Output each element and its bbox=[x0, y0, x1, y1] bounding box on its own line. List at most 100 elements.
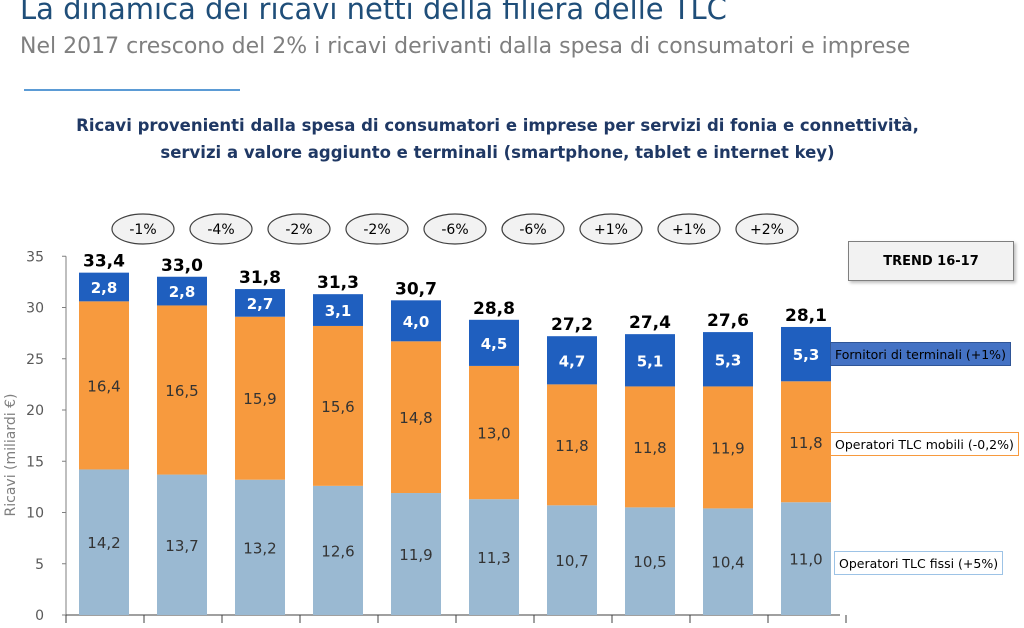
bar-value-label-mobili: 13,0 bbox=[477, 425, 510, 443]
growth-ellipse bbox=[735, 213, 799, 245]
growth-label: -1% bbox=[129, 222, 156, 238]
bar-value-label-mobili: 14,8 bbox=[399, 409, 432, 427]
bar-value-label-terminali: 2,7 bbox=[247, 295, 274, 313]
bar-segment-mobili bbox=[391, 341, 441, 494]
bar-total-label: 33,0 bbox=[161, 256, 203, 276]
legend-fissi: Operatori TLC fissi (+5%) bbox=[834, 551, 1004, 575]
legend-mobili: Operatori TLC mobili (-0,2%) bbox=[830, 432, 1019, 456]
bar-value-label-terminali: 5,3 bbox=[793, 346, 820, 364]
bar-value-label-fissi: 11,0 bbox=[789, 551, 822, 569]
bar-total-label: 31,8 bbox=[239, 268, 281, 288]
bar-segment-fissi bbox=[625, 507, 675, 615]
growth-ellipse bbox=[267, 213, 331, 245]
bar-value-label-mobili: 11,8 bbox=[633, 439, 666, 457]
bar-segment-terminali bbox=[625, 334, 675, 387]
y-tick-label: 25 bbox=[26, 352, 44, 368]
bar-total-label: 30,7 bbox=[395, 279, 437, 299]
y-tick-label: 0 bbox=[35, 608, 44, 624]
y-tick-label: 30 bbox=[26, 301, 44, 317]
growth-label: -2% bbox=[285, 222, 312, 238]
growth-ellipse bbox=[111, 213, 175, 245]
growth-label: +1% bbox=[594, 222, 628, 238]
bar-segment-fissi bbox=[547, 505, 597, 615]
bar-segment-fissi bbox=[313, 485, 363, 615]
y-tick-label: 35 bbox=[26, 249, 44, 265]
bar-value-label-mobili: 15,9 bbox=[243, 390, 276, 408]
bar-segment-fissi bbox=[79, 469, 129, 615]
bar-segment-fissi bbox=[157, 474, 207, 615]
bar-value-label-mobili: 16,5 bbox=[165, 382, 198, 400]
bar-segment-terminali bbox=[157, 276, 207, 306]
bar-total-label: 27,4 bbox=[629, 313, 671, 333]
bar-value-label-terminali: 2,8 bbox=[91, 279, 118, 297]
bar-value-label-terminali: 4,5 bbox=[481, 335, 508, 353]
bar-value-label-fissi: 11,9 bbox=[399, 546, 432, 564]
growth-label: +1% bbox=[672, 222, 706, 238]
bar-value-label-mobili: 16,4 bbox=[87, 377, 120, 395]
legend-terminali: Fornitori di terminali (+1%) bbox=[830, 342, 1011, 366]
bar-value-label-terminali: 2,8 bbox=[169, 283, 196, 301]
bar-value-label-fissi: 11,3 bbox=[477, 549, 510, 567]
chart-title-line-1: Ricavi provenienti dalla spesa di consum… bbox=[76, 116, 919, 135]
bar-value-label-terminali: 4,7 bbox=[559, 352, 586, 370]
y-tick-label: 5 bbox=[35, 557, 44, 573]
bar-segment-fissi bbox=[781, 502, 831, 615]
bar-total-label: 33,4 bbox=[83, 252, 125, 272]
bar-value-label-terminali: 5,3 bbox=[715, 351, 742, 369]
bar-segment-terminali bbox=[79, 272, 129, 302]
bar-total-label: 28,1 bbox=[785, 306, 827, 326]
bar-total-label: 28,8 bbox=[473, 299, 515, 319]
bar-segment-fissi bbox=[235, 479, 285, 615]
growth-ellipse bbox=[189, 213, 253, 245]
bar-segment-terminali bbox=[703, 332, 753, 387]
bar-value-label-mobili: 15,6 bbox=[321, 398, 354, 416]
y-tick-label: 15 bbox=[26, 454, 44, 470]
bar-segment-terminali bbox=[547, 336, 597, 385]
growth-label: +2% bbox=[750, 222, 784, 238]
bar-value-label-fissi: 10,7 bbox=[555, 552, 588, 570]
bar-segment-terminali bbox=[235, 289, 285, 317]
y-axis-label: Ricavi (miliardi €) bbox=[3, 394, 19, 517]
chart-title-line-2: servizi a valore aggiunto e terminali (s… bbox=[160, 143, 835, 162]
bar-value-label-mobili: 11,8 bbox=[555, 437, 588, 455]
bar-value-label-fissi: 14,2 bbox=[87, 534, 120, 552]
growth-label: -2% bbox=[363, 222, 390, 238]
bar-total-label: 31,3 bbox=[317, 273, 359, 293]
bar-segment-terminali bbox=[391, 300, 441, 342]
bar-segment-terminali bbox=[469, 319, 519, 366]
bar-segment-mobili bbox=[235, 316, 285, 480]
growth-label: -4% bbox=[207, 222, 234, 238]
bar-segment-mobili bbox=[79, 301, 129, 470]
bar-value-label-fissi: 10,4 bbox=[711, 554, 744, 572]
bar-value-label-terminali: 5,1 bbox=[637, 352, 664, 370]
bar-value-label-terminali: 4,0 bbox=[403, 313, 430, 331]
bar-total-label: 27,2 bbox=[551, 315, 593, 335]
growth-label: -6% bbox=[441, 222, 468, 238]
trend-box: TREND 16-17 bbox=[848, 241, 1014, 281]
bar-value-label-mobili: 11,8 bbox=[789, 434, 822, 452]
bar-value-label-fissi: 12,6 bbox=[321, 542, 354, 560]
chart-title: Ricavi provenienti dalla spesa di consum… bbox=[20, 112, 975, 166]
title-divider bbox=[24, 89, 240, 91]
bar-segment-mobili bbox=[625, 386, 675, 508]
growth-label: -6% bbox=[519, 222, 546, 238]
bar-value-label-terminali: 3,1 bbox=[325, 302, 352, 320]
bar-segment-terminali bbox=[781, 326, 831, 382]
bar-segment-fissi bbox=[391, 493, 441, 615]
growth-ellipse bbox=[345, 213, 409, 245]
bar-value-label-fissi: 10,5 bbox=[633, 553, 666, 571]
y-tick-label: 20 bbox=[26, 403, 44, 419]
bar-total-label: 27,6 bbox=[707, 311, 749, 331]
bar-segment-fissi bbox=[703, 508, 753, 615]
bar-segment-terminali bbox=[313, 294, 363, 326]
bar-segment-mobili bbox=[547, 384, 597, 506]
growth-ellipse bbox=[657, 213, 721, 245]
bar-value-label-fissi: 13,2 bbox=[243, 539, 276, 557]
slide-subtitle: Nel 2017 crescono del 2% i ricavi deriva… bbox=[20, 34, 911, 59]
bar-segment-fissi bbox=[469, 499, 519, 615]
slide-title: La dinamica dei ricavi netti della filie… bbox=[20, 0, 727, 26]
bar-value-label-mobili: 11,9 bbox=[711, 439, 744, 457]
growth-ellipse bbox=[423, 213, 487, 245]
y-tick-label: 10 bbox=[26, 506, 44, 522]
